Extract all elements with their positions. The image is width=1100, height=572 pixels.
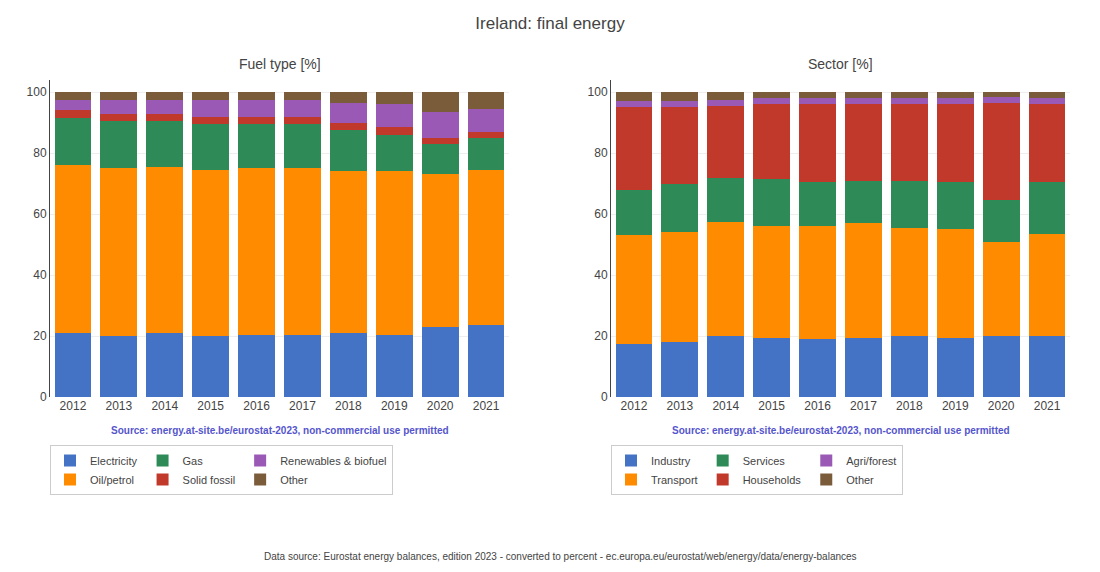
svg-text:2012: 2012: [60, 399, 87, 413]
svg-text:2018: 2018: [335, 399, 362, 413]
svg-text:100: 100: [27, 85, 47, 99]
svg-text:Solid fossil: Solid fossil: [183, 474, 236, 486]
svg-text:Other: Other: [280, 474, 308, 486]
svg-text:2017: 2017: [850, 399, 877, 413]
svg-text:Households: Households: [743, 474, 802, 486]
svg-text:2015: 2015: [758, 399, 785, 413]
svg-text:2015: 2015: [197, 399, 224, 413]
svg-text:2016: 2016: [804, 399, 831, 413]
svg-text:40: 40: [594, 268, 608, 282]
svg-text:2019: 2019: [942, 399, 969, 413]
svg-text:2020: 2020: [988, 399, 1015, 413]
svg-text:2021: 2021: [473, 399, 500, 413]
svg-text:Industry: Industry: [651, 455, 691, 467]
svg-text:2017: 2017: [289, 399, 316, 413]
svg-text:2020: 2020: [427, 399, 454, 413]
svg-text:Data source: Eurostat energy b: Data source: Eurostat energy balances, e…: [264, 551, 857, 562]
svg-text:Renewables & biofuel: Renewables & biofuel: [280, 455, 386, 467]
svg-text:20: 20: [594, 329, 608, 343]
svg-text:Other: Other: [846, 474, 874, 486]
svg-text:20: 20: [33, 329, 47, 343]
svg-text:0: 0: [601, 390, 608, 404]
svg-text:80: 80: [594, 146, 608, 160]
svg-text:Transport: Transport: [651, 474, 698, 486]
svg-text:Services: Services: [743, 455, 786, 467]
svg-text:2014: 2014: [151, 399, 178, 413]
svg-text:2016: 2016: [243, 399, 270, 413]
svg-text:Fuel type [%]: Fuel type [%]: [239, 56, 321, 72]
svg-text:80: 80: [33, 146, 47, 160]
svg-text:Source: energy.at-site.be/euro: Source: energy.at-site.be/eurostat-2023,…: [672, 425, 1010, 436]
svg-text:0: 0: [40, 390, 47, 404]
svg-text:2014: 2014: [712, 399, 739, 413]
svg-text:40: 40: [33, 268, 47, 282]
svg-text:2018: 2018: [896, 399, 923, 413]
svg-text:Gas: Gas: [183, 455, 204, 467]
svg-text:Source: energy.at-site.be/euro: Source: energy.at-site.be/eurostat-2023,…: [111, 425, 449, 436]
svg-text:Agri/forest: Agri/forest: [846, 455, 896, 467]
svg-text:60: 60: [594, 207, 608, 221]
svg-text:2013: 2013: [666, 399, 693, 413]
svg-text:100: 100: [588, 85, 608, 99]
svg-text:2013: 2013: [105, 399, 132, 413]
svg-text:2012: 2012: [621, 399, 648, 413]
svg-text:Sector [%]: Sector [%]: [808, 56, 873, 72]
svg-text:60: 60: [33, 207, 47, 221]
svg-text:Ireland: final energy: Ireland: final energy: [475, 14, 625, 33]
svg-text:2019: 2019: [381, 399, 408, 413]
svg-text:Electricity: Electricity: [90, 455, 138, 467]
svg-text:2021: 2021: [1034, 399, 1061, 413]
svg-text:Oil/petrol: Oil/petrol: [90, 474, 134, 486]
